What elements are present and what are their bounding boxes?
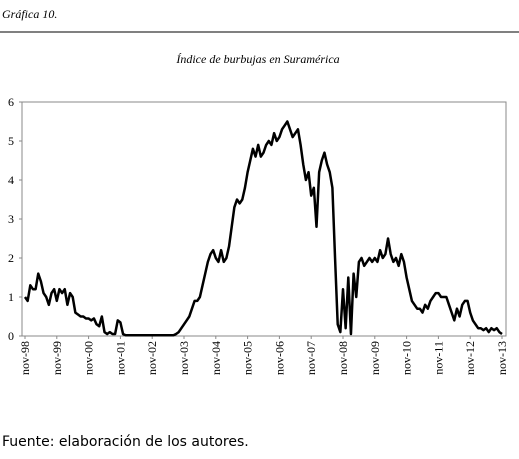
chart-title: Índice de burbujas en Suramérica	[175, 52, 339, 66]
source-note: Fuente: elaboración de los autores.	[2, 434, 249, 450]
x-tick-label: nov-04	[209, 341, 223, 375]
plot-frame	[22, 102, 506, 336]
x-tick-label: nov-10	[400, 341, 414, 375]
x-tick-label: nov-12	[463, 341, 477, 375]
x-tick-label: nov-13	[495, 341, 509, 375]
x-tick-label: nov-00	[82, 341, 96, 375]
x-tick-label: nov-05	[241, 341, 255, 375]
x-tick-label: nov-01	[113, 341, 127, 375]
y-tick-label: 0	[8, 329, 14, 343]
x-tick-label: nov-06	[272, 341, 286, 375]
y-tick-label: 2	[8, 251, 14, 265]
x-tick-label: nov-98	[18, 341, 32, 375]
x-tick-label: nov-07	[304, 341, 318, 375]
x-tick-label: nov-11	[431, 341, 445, 375]
y-tick-label: 5	[8, 134, 14, 148]
y-tick-label: 1	[8, 290, 14, 304]
x-tick-label: nov-99	[50, 341, 64, 375]
x-tick-label: nov-02	[145, 341, 159, 375]
series-line	[25, 122, 502, 336]
x-tick-label: nov-08	[336, 341, 350, 375]
y-tick-label: 6	[8, 95, 14, 109]
y-tick-label: 4	[8, 173, 14, 187]
x-tick-label: nov-03	[177, 341, 191, 375]
figure-label: Gráfica 10.	[2, 7, 57, 21]
y-tick-label: 3	[8, 212, 14, 226]
x-tick-label: nov-09	[368, 341, 382, 375]
